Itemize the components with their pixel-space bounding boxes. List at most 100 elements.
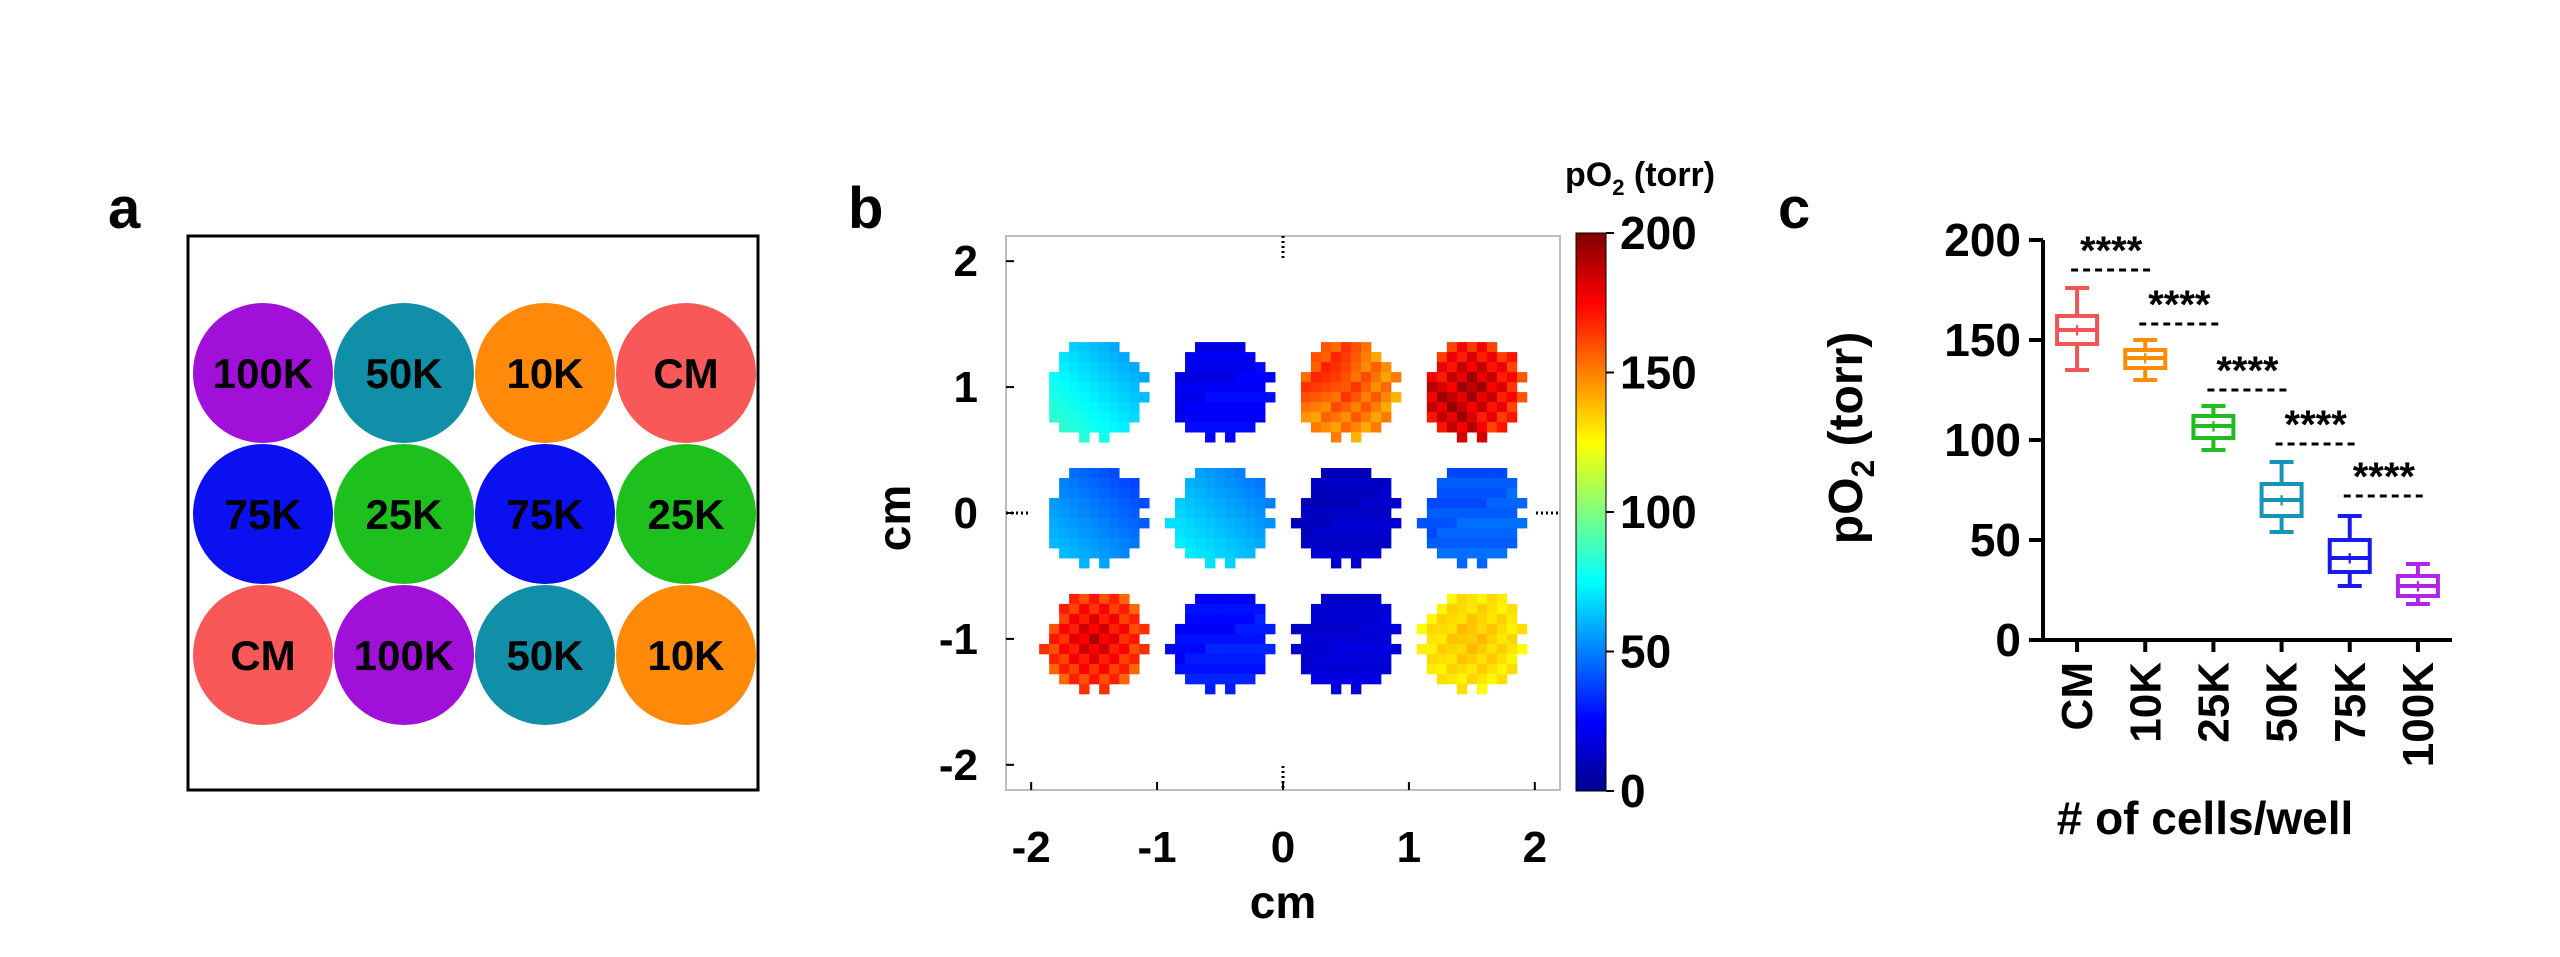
map-pixel	[1039, 643, 1050, 655]
map-pixel	[1330, 673, 1342, 685]
map-pixel	[1340, 593, 1352, 605]
map-pixel	[1330, 528, 1342, 539]
map-pixel	[1330, 468, 1342, 479]
map-pixel	[1079, 593, 1090, 605]
map-pixel	[1380, 663, 1392, 675]
significance-stars: ****	[2148, 283, 2211, 327]
map-pixel	[1496, 478, 1508, 489]
map-pixel	[1215, 392, 1226, 403]
map-pixel	[1215, 412, 1226, 423]
map-pixel	[1456, 673, 1468, 685]
map-pixel	[1185, 528, 1196, 539]
map-pixel	[1195, 548, 1206, 559]
map-pixel	[1456, 362, 1468, 373]
map-pixel	[1320, 372, 1332, 383]
map-pixel	[1059, 422, 1070, 433]
plate-well	[616, 444, 756, 584]
map-pixel	[1290, 518, 1302, 529]
map-pixel	[1340, 673, 1352, 685]
map-pixel	[1175, 508, 1186, 519]
map-pixel	[1496, 613, 1508, 625]
map-pixel	[1350, 478, 1362, 489]
map-pixel	[1225, 593, 1236, 605]
map-pixel	[1119, 663, 1130, 675]
map-pixel	[1089, 528, 1100, 539]
map-pixel	[1089, 392, 1100, 403]
map-pixel	[1109, 422, 1120, 433]
map-pixel	[1225, 663, 1236, 675]
plate-well-label: 100K	[213, 350, 313, 397]
map-pixel	[1099, 683, 1110, 695]
map-pixel	[1195, 402, 1206, 413]
map-pixel	[1195, 653, 1206, 665]
map-pixel	[1436, 653, 1448, 665]
map-pixel	[1109, 643, 1120, 655]
map-pixel	[1099, 663, 1110, 675]
map-pixel	[1370, 548, 1382, 559]
map-pixel	[1069, 673, 1080, 685]
map-pixel	[1370, 412, 1382, 423]
map-pixel	[1340, 528, 1352, 539]
map-pixel	[1185, 603, 1196, 615]
map-pixel	[1059, 548, 1070, 559]
map-pixel	[1506, 518, 1518, 529]
map-pixel	[1079, 422, 1090, 433]
map-pixel	[1119, 352, 1130, 363]
map-pixel	[1370, 663, 1382, 675]
map-pixel	[1350, 558, 1362, 569]
map-pixel	[1119, 548, 1130, 559]
map-pixel	[1360, 603, 1372, 615]
map-pixel	[1426, 663, 1438, 675]
map-pixel	[1099, 643, 1110, 655]
map-pixel	[1380, 392, 1392, 403]
map-pixel	[1456, 412, 1468, 423]
map-pixel	[1175, 372, 1186, 383]
box-mean-marker: +	[2139, 348, 2151, 370]
map-pixel	[1360, 422, 1372, 433]
map-pixel	[1476, 548, 1488, 559]
map-pixel	[1245, 593, 1256, 605]
map-pixel	[1205, 558, 1216, 569]
map-pixel	[1436, 603, 1448, 615]
map-pixel	[1059, 643, 1070, 655]
map-pixel	[1235, 538, 1246, 549]
map-pixel	[1446, 663, 1458, 675]
map-pixel	[1496, 382, 1508, 393]
map-pixel	[1175, 633, 1186, 645]
map-pixel	[1129, 362, 1140, 373]
map-pixel	[1129, 478, 1140, 489]
map-pixel	[1215, 548, 1226, 559]
map-pixel	[1225, 478, 1236, 489]
map-pixel	[1380, 643, 1392, 655]
box-mean-marker: +	[2208, 416, 2220, 438]
map-pixel	[1225, 633, 1236, 645]
map-pixel	[1049, 528, 1060, 539]
map-pixel	[1486, 422, 1498, 433]
map-pixel	[1225, 362, 1236, 373]
significance-stars: ****	[2080, 229, 2143, 273]
map-pixel	[1446, 548, 1458, 559]
map-pixel	[1255, 653, 1266, 665]
map-pixel	[1119, 508, 1130, 519]
map-pixel	[1205, 683, 1216, 695]
map-pixel	[1300, 412, 1312, 423]
map-pixel	[1099, 422, 1110, 433]
map-pixel	[1119, 488, 1130, 499]
map-pixel	[1215, 663, 1226, 675]
map-pixel	[1310, 653, 1322, 665]
map-pixel	[1089, 468, 1100, 479]
map-pixel	[1139, 643, 1150, 655]
map-pixel	[1350, 663, 1362, 675]
map-pixel	[1195, 382, 1206, 393]
plate-well	[475, 444, 615, 584]
map-pixel	[1426, 382, 1438, 393]
map-pixel	[1506, 613, 1518, 625]
map-pixel	[1109, 603, 1120, 615]
map-pixel	[1506, 623, 1518, 635]
map-pixel	[1245, 663, 1256, 675]
map-pixel	[1059, 623, 1070, 635]
map-pixel	[1456, 643, 1468, 655]
map-pixel	[1486, 342, 1498, 353]
map-pixel	[1225, 683, 1236, 695]
map-pixel	[1466, 342, 1478, 353]
